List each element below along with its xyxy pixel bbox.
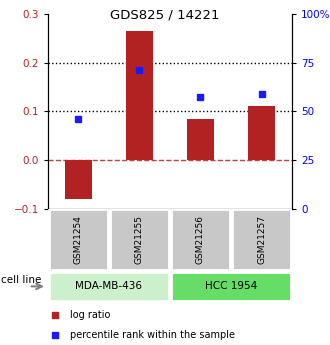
FancyBboxPatch shape (110, 209, 169, 270)
FancyBboxPatch shape (232, 209, 291, 270)
Text: MDA-MB-436: MDA-MB-436 (75, 282, 143, 291)
Text: GSM21257: GSM21257 (257, 215, 266, 264)
Text: cell line: cell line (1, 275, 41, 285)
Text: log ratio: log ratio (70, 310, 110, 320)
Text: GSM21254: GSM21254 (74, 215, 83, 264)
FancyBboxPatch shape (171, 272, 291, 300)
Bar (248, 106, 275, 160)
Text: GSM21256: GSM21256 (196, 215, 205, 264)
FancyBboxPatch shape (49, 209, 108, 270)
Text: GSM21255: GSM21255 (135, 215, 144, 264)
FancyBboxPatch shape (49, 272, 169, 300)
Bar (65, 160, 92, 199)
Bar (126, 31, 153, 160)
Text: percentile rank within the sample: percentile rank within the sample (70, 329, 235, 339)
FancyBboxPatch shape (171, 209, 230, 270)
Text: GDS825 / 14221: GDS825 / 14221 (110, 9, 220, 22)
Text: HCC 1954: HCC 1954 (205, 282, 257, 291)
Bar (187, 119, 214, 160)
